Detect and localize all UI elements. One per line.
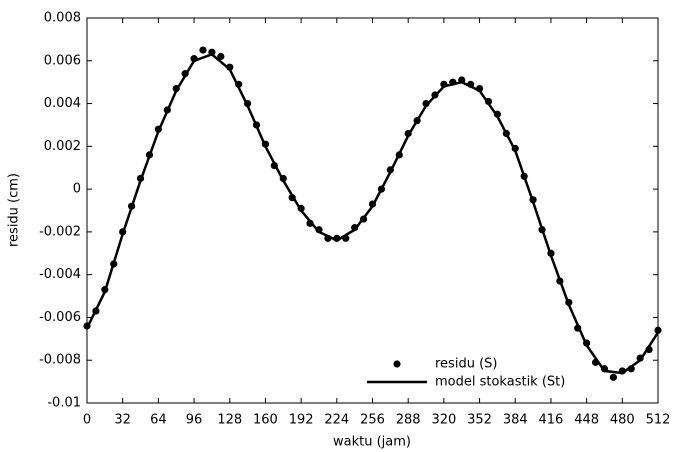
x-tick-label: 224 <box>324 413 349 428</box>
plot-frame <box>86 17 659 404</box>
data-point <box>199 46 207 54</box>
y-axis-label: residu (cm) <box>7 173 22 247</box>
y-tick-label: -0.008 <box>39 353 81 368</box>
x-tick-label: 320 <box>431 413 456 428</box>
x-tick-label: 384 <box>503 413 528 428</box>
x-tick-label: 96 <box>186 413 203 428</box>
y-tick-label: 0.008 <box>44 11 81 26</box>
y-tick-label: 0 <box>73 182 81 197</box>
y-tick-label: -0.006 <box>39 310 81 325</box>
x-tick-label: 448 <box>574 413 599 428</box>
x-axis-label: waktu (jam) <box>333 435 411 450</box>
x-tick-label: 32 <box>114 413 131 428</box>
y-tick-label: 0.002 <box>44 139 81 154</box>
x-tick-label: 352 <box>467 413 492 428</box>
y-tick-label: -0.01 <box>47 396 81 411</box>
y-tick-label: -0.004 <box>39 267 81 282</box>
x-tick-label: 480 <box>610 413 635 428</box>
y-tick-label: 0.004 <box>44 96 81 111</box>
x-tick-label: 512 <box>646 413 671 428</box>
x-tick-label: 160 <box>253 413 278 428</box>
data-point <box>217 52 225 61</box>
x-tick-label: 128 <box>217 413 242 428</box>
x-tick-label: 416 <box>539 413 564 428</box>
model-line <box>85 52 660 375</box>
y-tick-label: -0.002 <box>39 224 81 239</box>
x-tick-label: 192 <box>289 413 314 428</box>
legend-label: model stokastik (St) <box>435 375 565 390</box>
data-point <box>654 326 662 334</box>
x-tick-label: 256 <box>360 413 385 428</box>
y-tick-label: 0.006 <box>44 53 81 68</box>
x-tick-label: 64 <box>150 413 167 428</box>
x-tick-label: 0 <box>83 413 91 428</box>
x-tick-label: 288 <box>396 413 421 428</box>
legend-label: residu (S) <box>435 357 497 372</box>
legend-marker <box>393 360 401 368</box>
data-point <box>609 373 617 381</box>
